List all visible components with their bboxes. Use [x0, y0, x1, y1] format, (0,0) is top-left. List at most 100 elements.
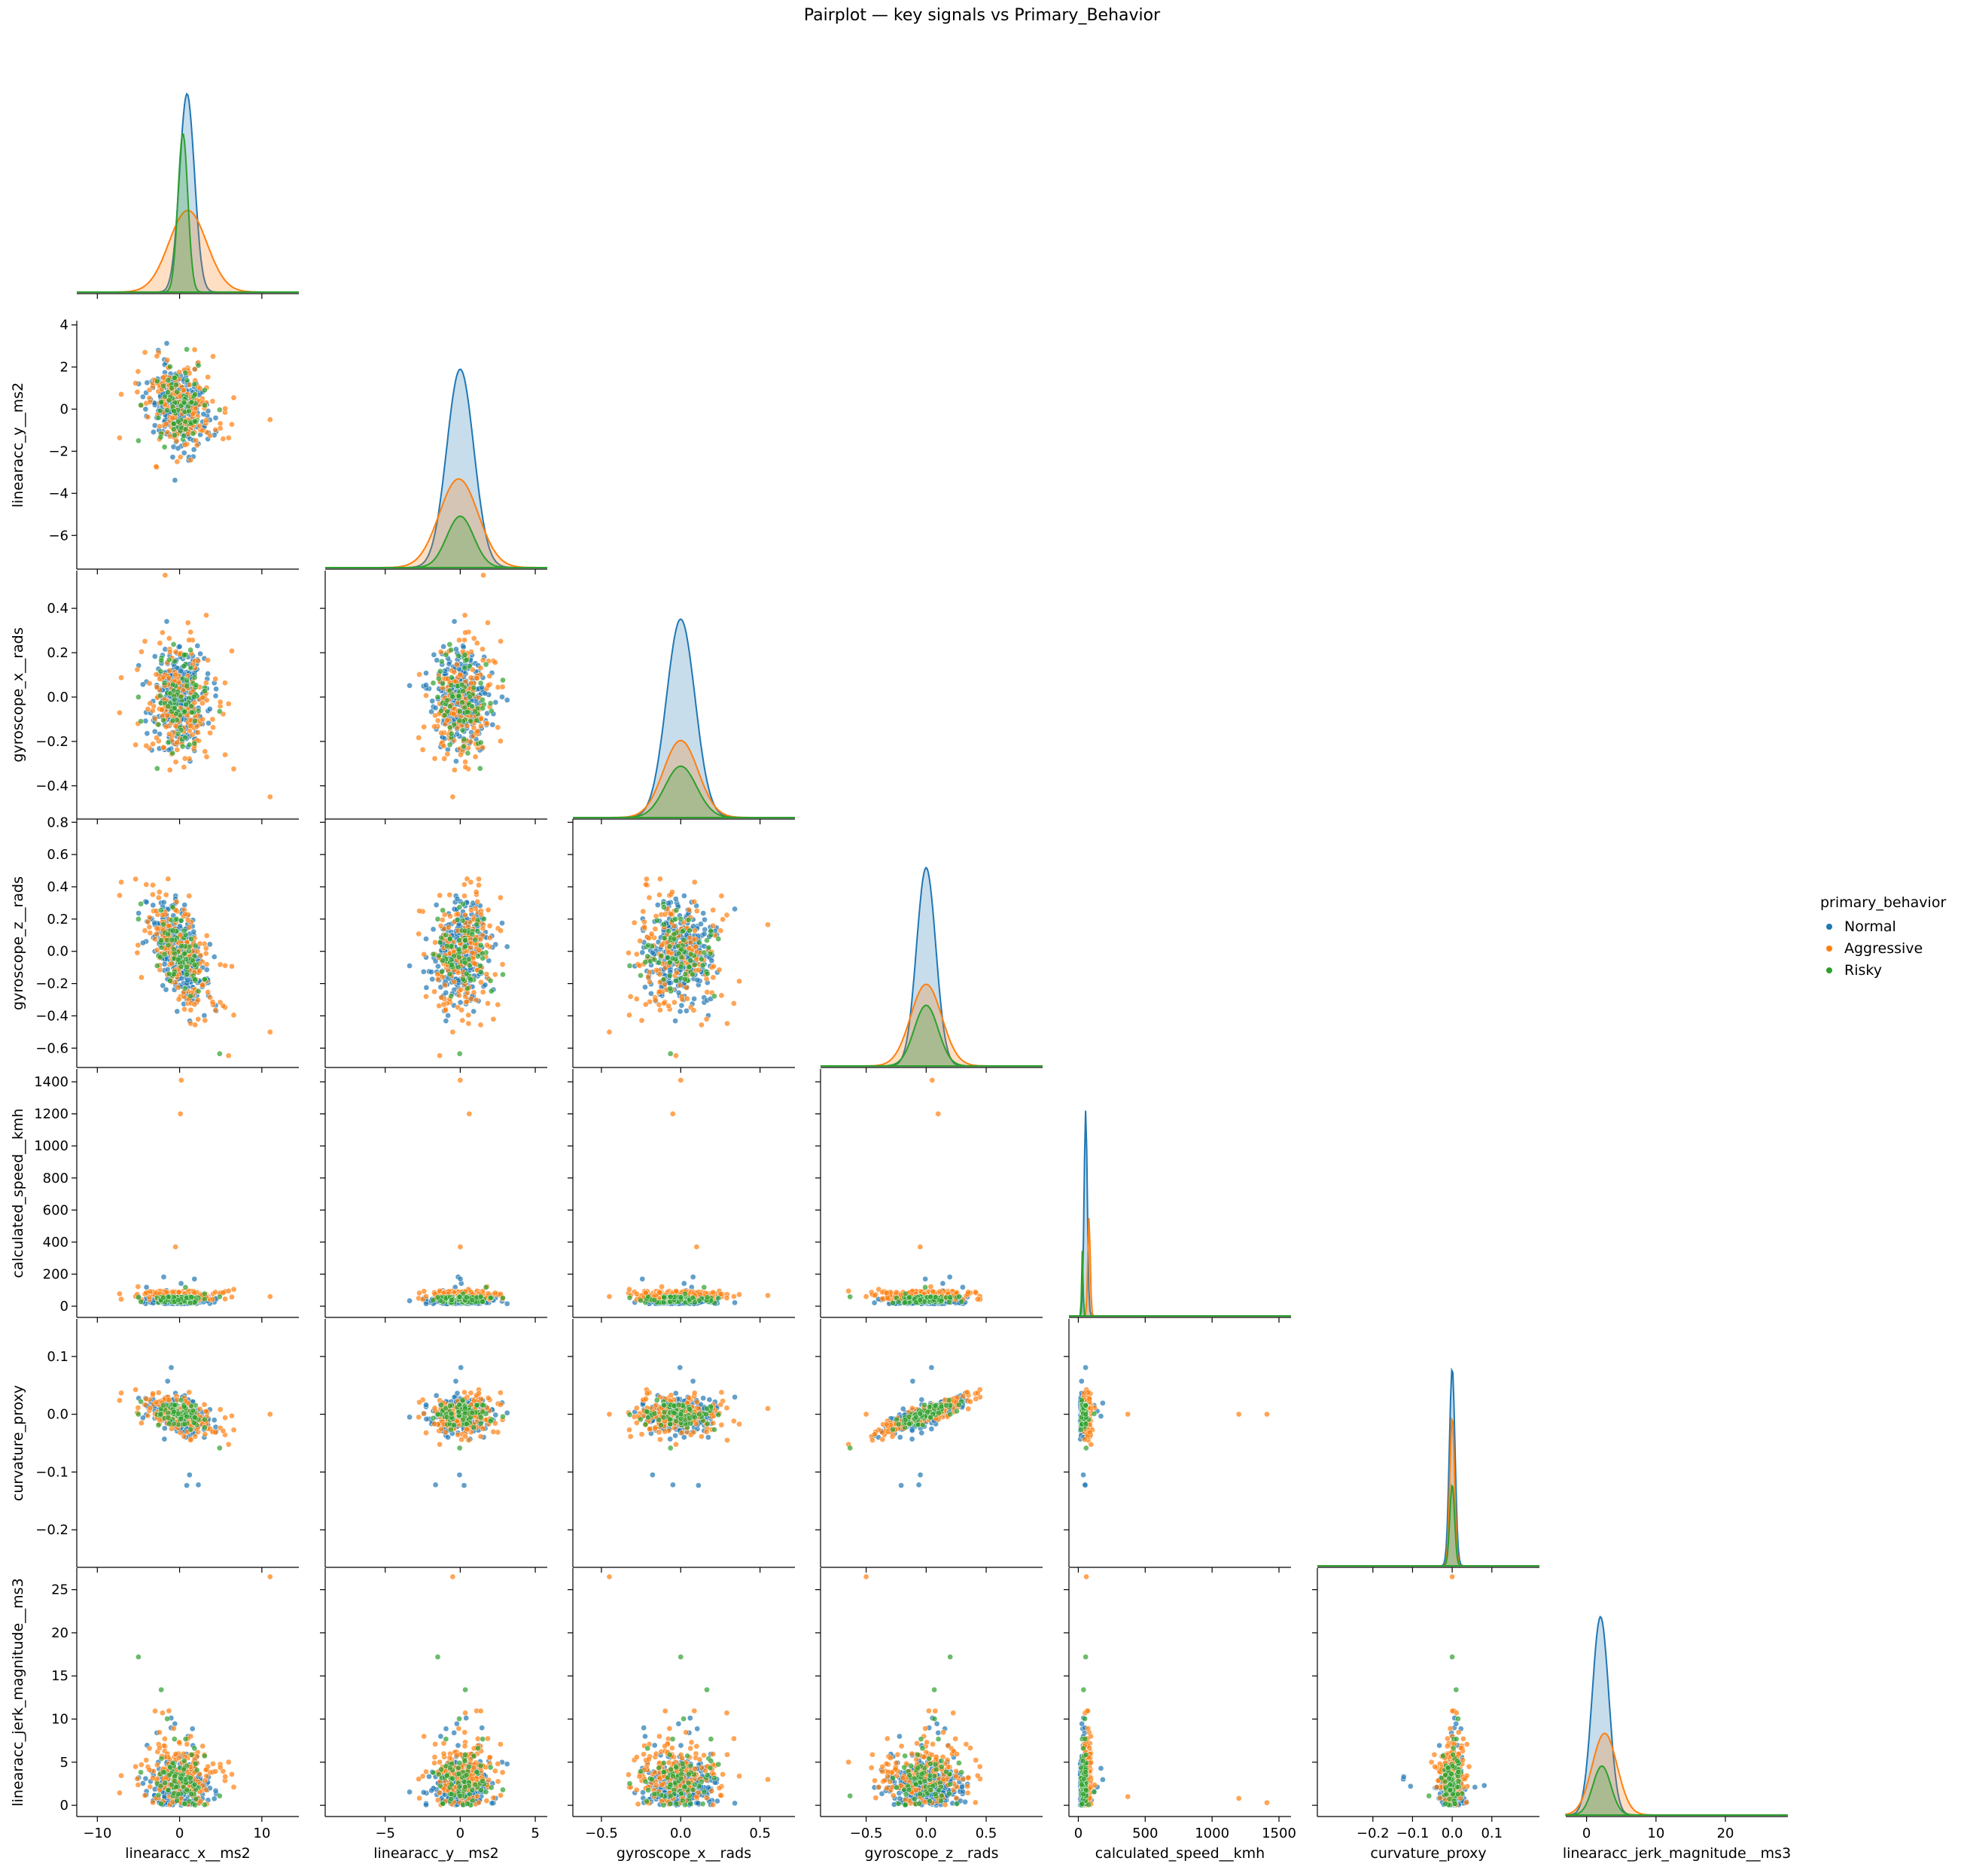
point-aggressive [181, 755, 188, 762]
point-risky [438, 658, 445, 665]
point-aggressive [202, 950, 209, 957]
point-aggressive [174, 458, 181, 465]
point-risky [667, 1050, 674, 1057]
point-aggressive [631, 919, 638, 926]
point-risky [477, 942, 484, 949]
point-risky [448, 647, 455, 653]
point-risky [181, 652, 187, 658]
point-aggressive [480, 925, 486, 932]
y-tick-label: −0.2 [35, 976, 69, 992]
point-aggressive [471, 961, 478, 967]
point-aggressive [437, 649, 444, 655]
point-aggressive [693, 908, 700, 914]
point-risky [638, 972, 644, 979]
point-risky [665, 928, 672, 934]
point-risky [188, 399, 195, 406]
point-risky [437, 939, 443, 946]
point-aggressive [444, 717, 450, 723]
point-normal [172, 477, 178, 483]
point-aggressive [209, 1296, 216, 1302]
point-risky [690, 971, 696, 978]
point-aggressive [187, 1020, 194, 1027]
point-aggressive [671, 999, 678, 1006]
point-risky [201, 1290, 208, 1297]
point-risky [669, 955, 676, 961]
point-aggressive [166, 731, 172, 737]
point-aggressive [155, 894, 162, 901]
point-risky [171, 705, 178, 711]
point-aggressive [656, 1001, 662, 1008]
point-risky [182, 426, 189, 433]
point-normal [492, 699, 499, 705]
point-risky [678, 916, 684, 922]
point-aggressive [210, 353, 216, 360]
point-normal [694, 977, 701, 983]
panel-gyroscope_x__rads-vs-linearacc_y__ms2 [320, 571, 547, 824]
point-normal [201, 1013, 208, 1019]
point-risky [696, 939, 702, 946]
point-risky [456, 904, 463, 910]
point-normal [143, 899, 150, 906]
point-risky [165, 1293, 172, 1300]
point-aggressive [692, 927, 698, 934]
point-aggressive [485, 1000, 491, 1007]
point-aggressive [230, 1012, 237, 1019]
panel-gyroscope_x__rads-vs-gyroscope_x__rads [573, 618, 795, 824]
point-aggressive [166, 635, 172, 641]
point-normal [144, 730, 151, 737]
point-normal [190, 928, 197, 935]
point-normal [163, 340, 170, 346]
point-risky [477, 1293, 484, 1300]
point-aggressive [191, 366, 198, 373]
point-normal [140, 940, 146, 946]
point-risky [455, 954, 462, 961]
point-risky [440, 958, 446, 964]
point-aggressive [434, 976, 441, 982]
point-risky [483, 661, 489, 668]
point-risky [169, 385, 175, 391]
point-aggressive [484, 720, 490, 727]
point-aggressive [230, 766, 237, 772]
point-risky [154, 963, 160, 969]
point-risky [699, 962, 706, 969]
point-aggressive [164, 357, 171, 364]
point-risky [687, 958, 694, 964]
point-risky [195, 362, 202, 369]
point-risky [160, 382, 166, 389]
point-aggressive [485, 906, 492, 913]
point-risky [473, 717, 480, 723]
point-aggressive [147, 1288, 154, 1295]
point-risky [169, 750, 176, 757]
point-risky [438, 968, 445, 975]
point-normal [698, 921, 704, 927]
point-aggressive [478, 723, 484, 729]
point-risky [626, 963, 633, 969]
point-normal [150, 902, 157, 909]
point-aggressive [172, 759, 179, 765]
point-aggressive [419, 747, 426, 753]
point-risky [464, 985, 470, 991]
point-aggressive [499, 684, 506, 690]
point-normal [649, 949, 656, 956]
point-aggressive [440, 743, 447, 749]
point-aggressive [696, 967, 702, 973]
point-risky [157, 407, 163, 414]
y-axis-label-calculated_speed__kmh: calculated_speed__kmh [10, 1108, 26, 1278]
point-aggressive [486, 923, 493, 929]
point-risky [178, 693, 184, 700]
point-risky [645, 942, 651, 949]
point-aggressive [205, 374, 211, 380]
point-risky [456, 1050, 463, 1057]
point-aggressive [143, 742, 150, 749]
point-risky [459, 917, 466, 924]
point-aggressive [477, 1022, 484, 1028]
y-tick-label: −0.6 [35, 1040, 69, 1056]
point-aggressive [684, 995, 690, 1002]
point-aggressive [147, 700, 154, 707]
point-risky [183, 702, 189, 708]
point-risky [500, 1295, 506, 1301]
point-risky [216, 407, 223, 413]
point-aggressive [209, 999, 216, 1005]
point-risky [165, 703, 171, 710]
